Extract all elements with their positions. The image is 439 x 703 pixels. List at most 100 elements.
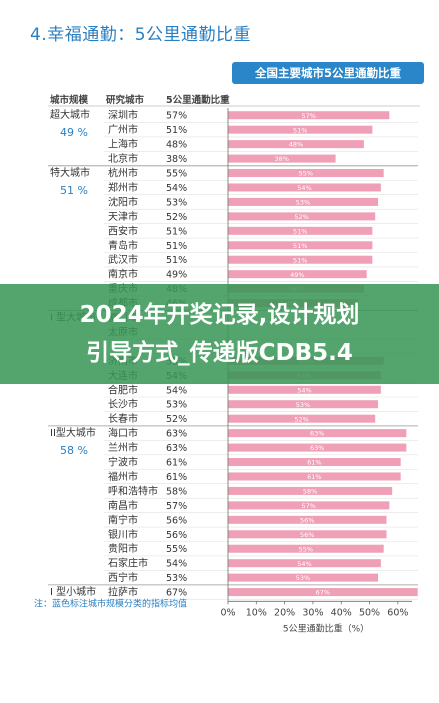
city-label: 兰州市	[108, 441, 138, 454]
bar	[228, 169, 384, 178]
city-label: 沈阳市	[108, 195, 138, 208]
x-tick-label: 60%	[387, 607, 408, 618]
bar-data-label: 56%	[300, 516, 314, 524]
x-tick-label: 50%	[359, 607, 380, 618]
x-tick-label: 20%	[274, 607, 295, 618]
value-label: 48%	[166, 140, 187, 151]
group-average: 58 %	[60, 444, 88, 457]
value-label: 38%	[166, 154, 187, 165]
page-title: 4.幸福通勤：5公里通勤比重	[30, 25, 252, 45]
value-label: 54%	[166, 385, 187, 396]
city-label: 南宁市	[108, 513, 138, 526]
bar	[228, 197, 379, 206]
value-label: 51%	[166, 255, 187, 266]
x-tick-label: 10%	[246, 607, 267, 618]
bar	[228, 212, 376, 221]
bar-data-label: 63%	[310, 444, 324, 452]
bar	[228, 385, 381, 394]
city-label: 长春市	[108, 412, 138, 425]
group-label: 超大城市	[50, 108, 90, 121]
bar-data-label: 55%	[299, 545, 313, 553]
bar	[228, 530, 387, 539]
city-label: 广州市	[108, 123, 138, 136]
value-label: 51%	[166, 241, 187, 252]
group-label: II型大城市	[50, 426, 96, 439]
value-label: 61%	[166, 458, 187, 469]
value-label: 53%	[166, 573, 187, 584]
bar	[228, 443, 407, 452]
column-header: 5公里通勤比重	[166, 94, 230, 106]
x-tick-label: 40%	[331, 607, 352, 618]
bar-data-label: 56%	[300, 531, 314, 539]
bar	[228, 472, 401, 481]
city-label: 武汉市	[108, 253, 138, 266]
value-label: 54%	[166, 559, 187, 570]
bar-data-label: 51%	[293, 126, 307, 134]
bar-data-label: 54%	[297, 184, 311, 192]
city-label: 福州市	[108, 470, 138, 483]
bar	[228, 458, 401, 467]
city-label: 郑州市	[108, 181, 138, 194]
column-header: 城市规模	[50, 94, 89, 106]
bar-data-label: 57%	[301, 502, 315, 510]
bar	[228, 515, 387, 524]
value-label: 49%	[166, 270, 187, 281]
value-label: 52%	[166, 212, 187, 223]
group-average: 51 %	[60, 184, 88, 197]
bar	[228, 573, 379, 582]
bar	[228, 125, 373, 134]
bar-data-label: 57%	[301, 112, 315, 120]
bar-data-label: 61%	[307, 459, 321, 467]
column-header: 研究城市	[106, 94, 145, 106]
bar	[228, 140, 364, 149]
city-label: 石家庄市	[108, 557, 148, 570]
x-axis-label: 5公里通勤比重（%）	[283, 622, 369, 634]
bar	[228, 183, 381, 192]
value-label: 63%	[166, 443, 187, 454]
chart-title-badge: 全国主要城市5公里通勤比重	[232, 62, 424, 84]
value-label: 63%	[166, 429, 187, 440]
city-label: 长沙市	[108, 398, 138, 411]
bar-data-label: 67%	[316, 589, 330, 597]
bar	[228, 588, 418, 597]
city-label: 北京市	[108, 152, 138, 165]
group-label: I 型小城市	[50, 585, 96, 598]
city-label: 南京市	[108, 268, 138, 281]
bar-data-label: 53%	[296, 574, 310, 582]
bar-data-label: 52%	[294, 415, 308, 423]
bar	[228, 559, 381, 568]
bar-data-label: 58%	[303, 488, 317, 496]
bar-data-label: 52%	[294, 213, 308, 221]
bar	[228, 270, 367, 279]
value-label: 51%	[166, 226, 187, 237]
value-label: 52%	[166, 414, 187, 425]
bar	[228, 226, 373, 235]
value-label: 56%	[166, 530, 187, 541]
city-label: 西宁市	[108, 571, 138, 584]
value-label: 51%	[166, 125, 187, 136]
bar-data-label: 51%	[293, 256, 307, 264]
city-label: 深圳市	[108, 109, 138, 122]
value-label: 55%	[166, 169, 187, 180]
value-label: 54%	[166, 183, 187, 194]
promo-overlay-banner: 2024年开奖记录,设计规划 引导方式_传递版CDB5.4	[0, 284, 439, 384]
bar-data-label: 54%	[297, 386, 311, 394]
overlay-line-2: 引导方式_传递版CDB5.4	[86, 340, 353, 366]
bar-data-label: 55%	[299, 170, 313, 178]
x-tick-label: 30%	[302, 607, 323, 618]
value-label: 56%	[166, 515, 187, 526]
value-label: 57%	[166, 501, 187, 512]
city-label: 海口市	[108, 427, 138, 440]
bar	[228, 111, 390, 120]
city-label: 银川市	[108, 528, 138, 541]
bar	[228, 429, 407, 438]
bar-data-label: 54%	[297, 560, 311, 568]
value-label: 53%	[166, 197, 187, 208]
value-label: 67%	[166, 588, 187, 599]
bar-data-label: 49%	[290, 271, 304, 279]
value-label: 53%	[166, 400, 187, 411]
value-label: 61%	[166, 472, 187, 483]
footnote: 注：蓝色标注城市规模分类的指标均值	[34, 597, 187, 609]
bar-data-label: 51%	[293, 227, 307, 235]
city-label: 西安市	[108, 224, 138, 237]
